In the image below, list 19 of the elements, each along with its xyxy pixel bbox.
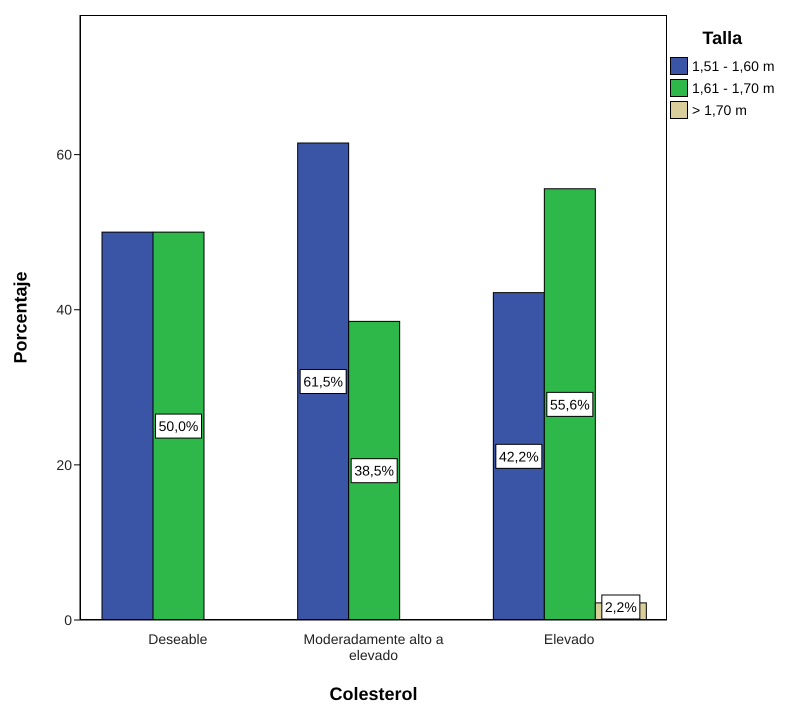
data-label: 55,6% xyxy=(550,396,590,412)
legend-title: Talla xyxy=(701,28,744,49)
data-label: 61,5% xyxy=(303,373,344,390)
y-tick-label: 40 xyxy=(56,302,72,318)
x-tick-label: Moderadamente alto a elevado xyxy=(303,631,444,663)
data-label: 38,5% xyxy=(354,462,394,479)
x-axis-title: Colesterol xyxy=(329,684,418,704)
y-tick-label: 0 xyxy=(64,612,72,628)
data-label: 2,2% xyxy=(604,599,637,615)
legend-label: 1,61 - 1,70 m xyxy=(692,80,774,96)
x-tick-label: Deseable xyxy=(148,631,208,647)
data-label: 42,2% xyxy=(498,448,539,464)
x-tick-label: Elevado xyxy=(544,631,595,647)
y-tick-label: 20 xyxy=(56,456,72,473)
legend-label: > 1,70 m xyxy=(692,102,747,118)
legend-label: 1,51 - 1,60 m xyxy=(692,58,774,74)
y-axis-title: Porcentaje xyxy=(10,271,30,364)
data-label: 50,0% xyxy=(158,418,198,434)
y-tick-label: 60 xyxy=(56,146,72,163)
